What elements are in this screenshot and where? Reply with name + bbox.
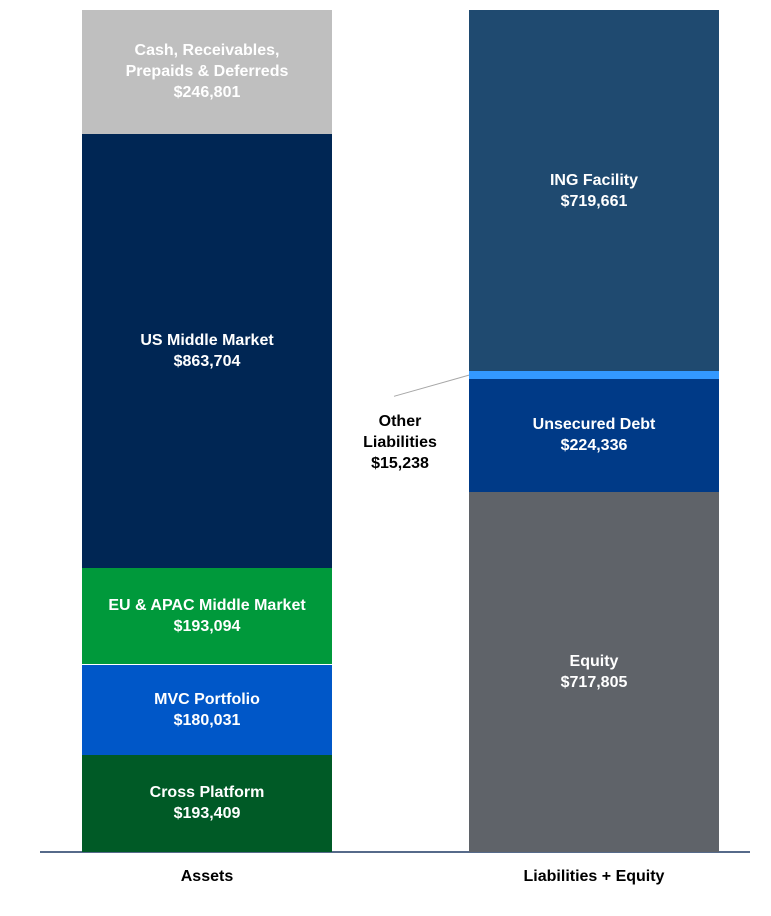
bar-segment: US Middle Market $863,704 [82,133,332,568]
segment-name: Cross Platform [149,784,265,802]
x-tick-label: Liabilities + Equity [523,868,665,885]
data-label: $15,238 [371,455,429,473]
bar-segment: ING Facility $719,661 [469,10,719,372]
bar-segment: Cash, Receivables, Prepaids & Deferreds $… [82,10,332,134]
data-label: $193,409 [173,805,241,823]
segment-name: Other Liabilities [363,413,437,452]
segment-name: ING Facility [549,171,639,189]
segment-name: Unsecured Debt [532,416,656,434]
data-label: $719,661 [560,192,628,210]
data-label: $180,031 [173,711,241,729]
bar-segment: Unsecured Debt $224,336 [469,378,719,492]
segment-name: US Middle Market [140,331,274,349]
bar-segment: Cross Platform $193,409 [82,754,332,852]
segment-name: MVC Portfolio [154,690,260,708]
data-label: $224,336 [560,437,628,455]
segment-name: Equity [569,652,619,670]
bar-segment [469,371,719,379]
bar-segment: Equity $717,805 [469,491,719,852]
leader-line [393,374,470,397]
data-label: $717,805 [560,673,628,691]
data-label: $246,801 [173,84,241,102]
bar-segment: EU & APAC Middle Market $193,094 [82,567,332,665]
segment-name: Cash, Receivables, Prepaids & Deferreds [125,42,289,81]
outside-label: Other Liabilities $15,238 [345,411,455,474]
data-label: $863,704 [173,352,241,370]
bar-segment: MVC Portfolio $180,031 [82,664,332,755]
x-tick-label: Assets [180,868,234,885]
segment-name: EU & APAC Middle Market [108,597,306,615]
data-label: $193,094 [173,618,241,636]
